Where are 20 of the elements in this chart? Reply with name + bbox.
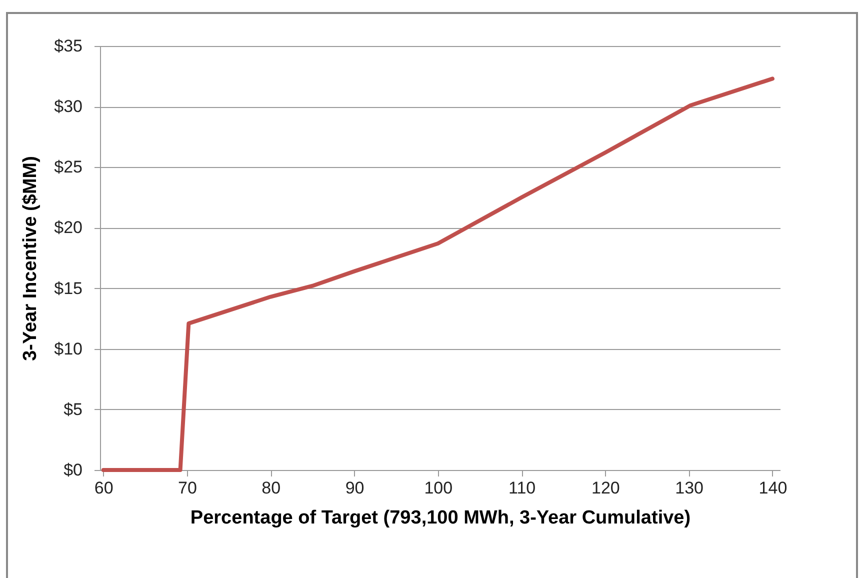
y-tick-label: $20 — [54, 218, 82, 238]
y-tick-label: $35 — [54, 36, 82, 56]
x-tick-label: 60 — [94, 478, 114, 498]
x-tick-label: 100 — [424, 478, 453, 498]
x-tick-label: 90 — [345, 478, 364, 498]
y-axis-title: 3-Year Incentive ($MM) — [20, 156, 42, 361]
y-tick-label: $5 — [64, 400, 82, 419]
y-tick-label: $15 — [54, 278, 82, 298]
y-tick-label: $10 — [54, 339, 82, 358]
x-tick-label: 110 — [508, 478, 536, 498]
x-tick-label: 130 — [675, 478, 704, 498]
x-tick-label: 140 — [758, 478, 788, 498]
x-tick-label: 70 — [178, 478, 197, 498]
x-axis-title: Percentage of Target (793,100 MWh, 3-Year Cumulative) — [190, 508, 691, 528]
x-tick-label: 80 — [262, 478, 281, 498]
y-tick-label: $30 — [54, 97, 82, 116]
y-tick-label: $25 — [54, 158, 82, 177]
x-tick-label: 120 — [592, 478, 620, 498]
line-series — [101, 76, 774, 472]
y-tick-label: $0 — [64, 460, 82, 480]
